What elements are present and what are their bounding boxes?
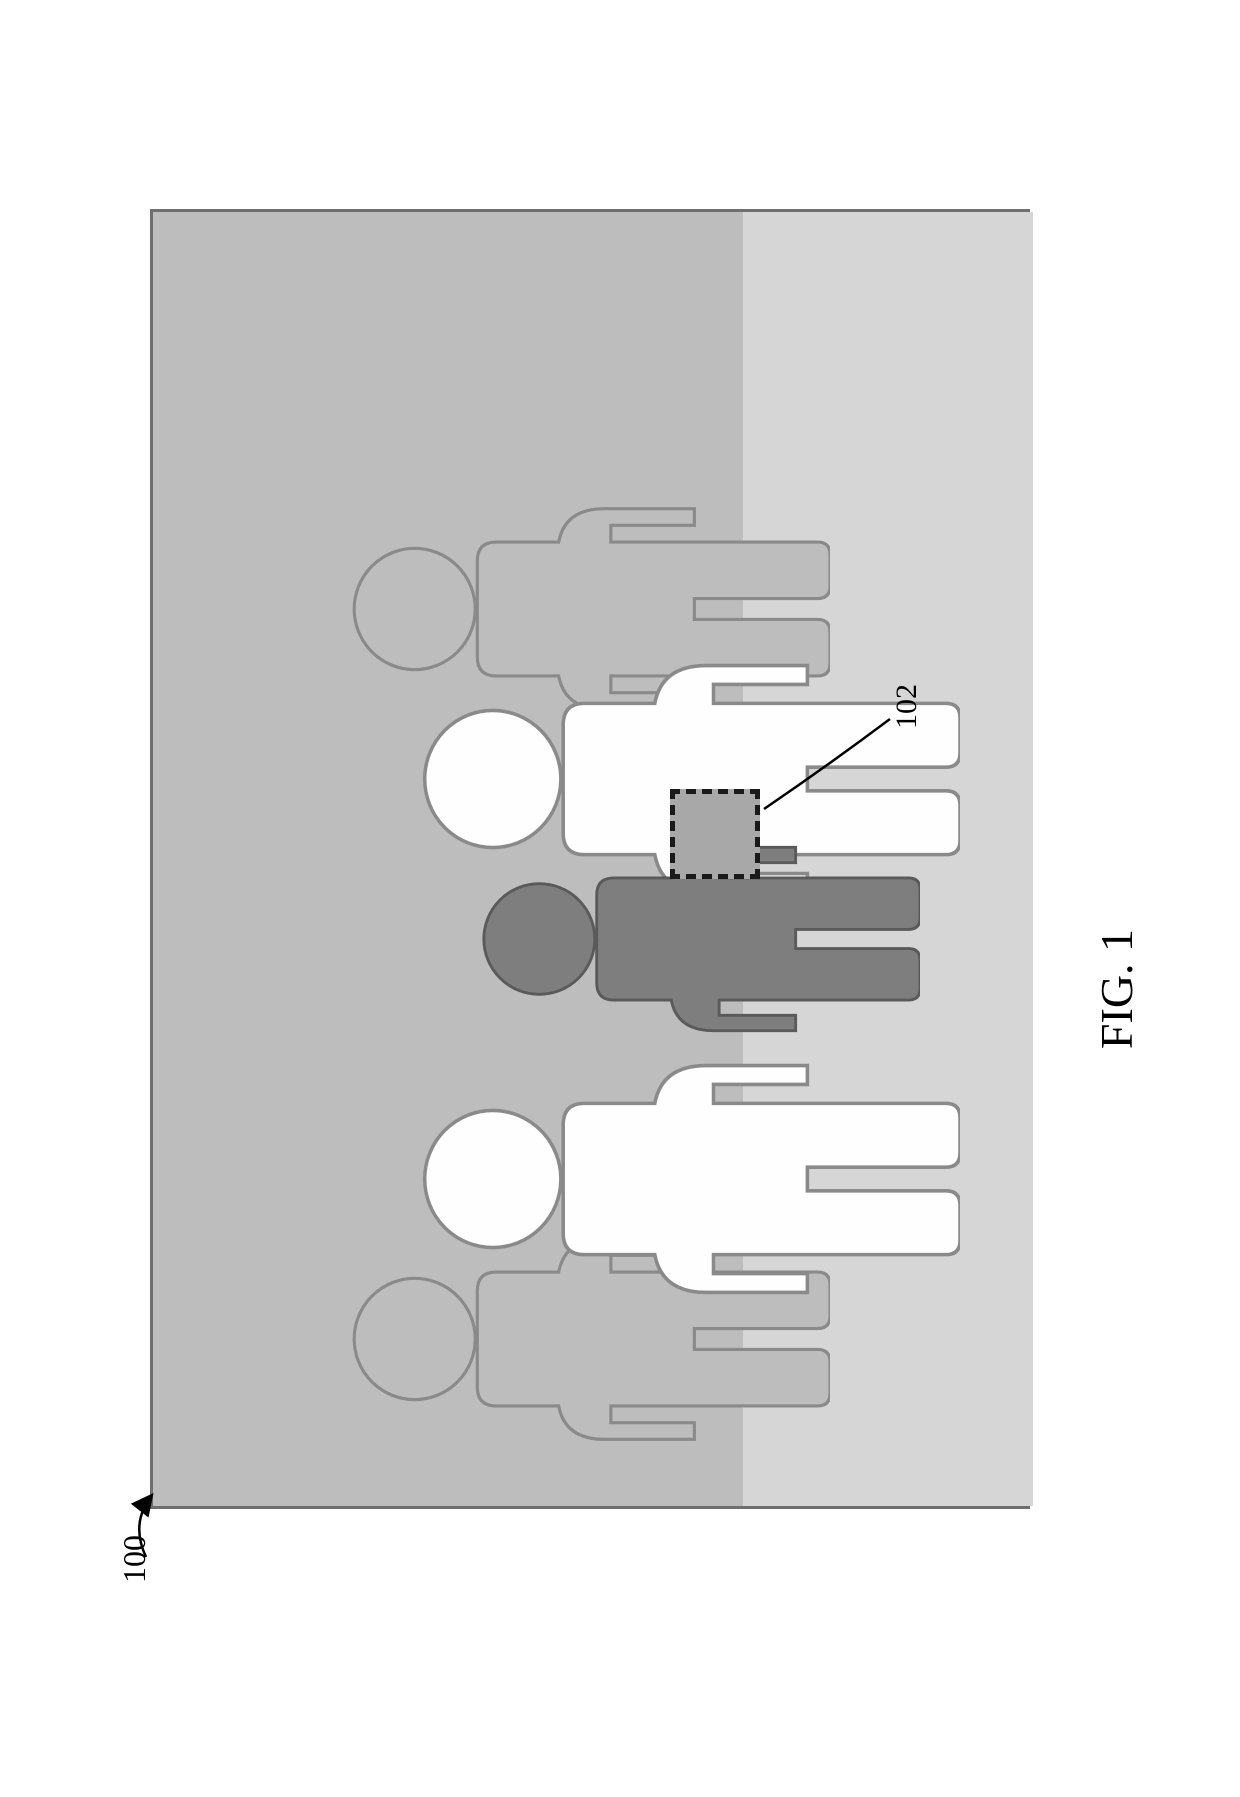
reference-label-102: 102 [890,684,924,729]
stage-rotation-wrapper: 100 102 FIG. 1 [90,169,1150,1629]
figure-stage: 100 102 FIG. 1 [90,169,1150,1629]
leader-line-102 [90,169,1150,1629]
page: 100 102 FIG. 1 [0,0,1240,1797]
